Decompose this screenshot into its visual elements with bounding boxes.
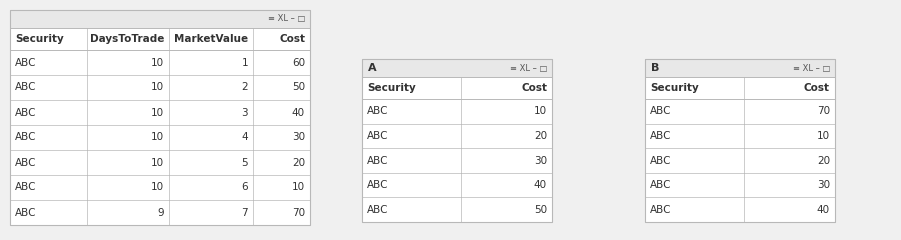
Bar	[645, 197, 835, 222]
Bar	[362, 124, 552, 148]
Text: 50: 50	[534, 205, 547, 215]
Text: 10: 10	[150, 157, 164, 168]
Text: 10: 10	[150, 58, 164, 67]
Text: 1: 1	[241, 58, 248, 67]
Text: 20: 20	[534, 131, 547, 141]
Bar	[645, 99, 835, 124]
Text: 3: 3	[241, 108, 248, 118]
Text: 10: 10	[150, 108, 164, 118]
Bar	[362, 59, 552, 222]
Bar	[645, 59, 835, 222]
Bar	[10, 75, 310, 100]
Text: B: B	[651, 63, 660, 73]
Text: 6: 6	[241, 182, 248, 192]
Text: 10: 10	[150, 83, 164, 92]
Text: ≡ XL – □: ≡ XL – □	[510, 64, 547, 72]
Text: 9: 9	[158, 208, 164, 217]
Text: 40: 40	[292, 108, 305, 118]
Text: 50: 50	[292, 83, 305, 92]
Text: 60: 60	[292, 58, 305, 67]
Text: 30: 30	[534, 156, 547, 166]
Text: Security: Security	[15, 34, 64, 44]
Text: ABC: ABC	[367, 131, 388, 141]
Text: 70: 70	[292, 208, 305, 217]
Text: 40: 40	[817, 205, 830, 215]
Text: Cost: Cost	[804, 83, 830, 93]
Text: ABC: ABC	[15, 83, 37, 92]
Text: ABC: ABC	[15, 58, 37, 67]
Bar	[10, 200, 310, 225]
Bar	[645, 173, 835, 197]
Text: ABC: ABC	[367, 156, 388, 166]
Text: 70: 70	[817, 106, 830, 116]
Text: 30: 30	[817, 180, 830, 190]
Bar	[362, 148, 552, 173]
Text: 20: 20	[292, 157, 305, 168]
Bar	[10, 100, 310, 125]
Text: 7: 7	[241, 208, 248, 217]
Bar	[10, 50, 310, 75]
Text: 40: 40	[534, 180, 547, 190]
Text: DaysToTrade: DaysToTrade	[89, 34, 164, 44]
Text: ≡ XL – □: ≡ XL – □	[793, 64, 830, 72]
Bar	[645, 148, 835, 173]
Text: 20: 20	[817, 156, 830, 166]
Text: ABC: ABC	[15, 132, 37, 143]
Text: 30: 30	[292, 132, 305, 143]
Bar	[10, 125, 310, 150]
Bar	[362, 173, 552, 197]
Bar	[645, 59, 835, 77]
Bar	[362, 59, 552, 77]
Text: ABC: ABC	[15, 182, 37, 192]
Text: 10: 10	[534, 106, 547, 116]
Bar	[10, 150, 310, 175]
Text: ABC: ABC	[15, 157, 37, 168]
Text: 10: 10	[150, 182, 164, 192]
Text: Cost: Cost	[521, 83, 547, 93]
Bar	[645, 124, 835, 148]
Text: 10: 10	[150, 132, 164, 143]
Bar	[10, 10, 310, 225]
Text: 10: 10	[817, 131, 830, 141]
Bar	[10, 10, 310, 28]
Text: ≡ XL – □: ≡ XL – □	[268, 14, 305, 24]
Text: Security: Security	[650, 83, 699, 93]
Text: ABC: ABC	[650, 106, 671, 116]
Bar	[10, 175, 310, 200]
Bar	[362, 197, 552, 222]
Bar	[645, 77, 835, 99]
Text: A: A	[368, 63, 377, 73]
Text: 5: 5	[241, 157, 248, 168]
Text: Security: Security	[367, 83, 415, 93]
Text: ABC: ABC	[650, 205, 671, 215]
Text: ABC: ABC	[650, 180, 671, 190]
Text: 2: 2	[241, 83, 248, 92]
Text: 4: 4	[241, 132, 248, 143]
Text: ABC: ABC	[15, 108, 37, 118]
Text: 10: 10	[292, 182, 305, 192]
Text: ABC: ABC	[367, 180, 388, 190]
Text: ABC: ABC	[367, 205, 388, 215]
Bar	[362, 99, 552, 124]
Text: MarketValue: MarketValue	[174, 34, 248, 44]
Text: ABC: ABC	[367, 106, 388, 116]
Bar	[10, 28, 310, 50]
Text: ABC: ABC	[650, 156, 671, 166]
Text: Cost: Cost	[279, 34, 305, 44]
Text: ABC: ABC	[650, 131, 671, 141]
Bar	[362, 77, 552, 99]
Text: ABC: ABC	[15, 208, 37, 217]
